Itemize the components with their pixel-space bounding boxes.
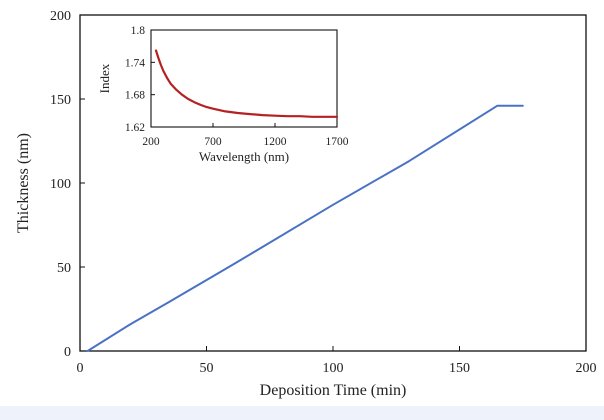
inset-x-tick-label: 200 bbox=[142, 136, 160, 148]
main-x-tick-label: 150 bbox=[449, 361, 470, 376]
main-y-tick-label: 200 bbox=[50, 9, 71, 24]
inset-x-tick-label: 700 bbox=[204, 136, 222, 148]
main-y-tick-label: 0 bbox=[64, 345, 71, 360]
main-y-axis-title: Thickness (nm) bbox=[15, 133, 32, 233]
main-x-axis-title: Deposition Time (min) bbox=[260, 382, 407, 399]
inset-x-axis-title: Wavelength (nm) bbox=[199, 149, 289, 164]
inset-y-tick-label: 1.62 bbox=[125, 122, 145, 134]
main-y-tick-label: 150 bbox=[50, 93, 71, 108]
main-y-tick-label: 50 bbox=[57, 261, 71, 276]
main-x-tick-label: 0 bbox=[77, 361, 84, 376]
inset-x-tick-label: 1200 bbox=[264, 136, 287, 148]
bottom-band bbox=[0, 406, 604, 420]
inset-plot-frame bbox=[150, 29, 338, 128]
inset-plot-background bbox=[151, 30, 337, 127]
inset-y-tick-label: 1.8 bbox=[131, 25, 146, 37]
main-y-tick-label: 100 bbox=[50, 177, 71, 192]
inset-series-line bbox=[154, 49, 339, 118]
main-series-line bbox=[86, 104, 524, 352]
inset-y-axis-title: Index bbox=[97, 63, 112, 93]
inset-y-tick-label: 1.68 bbox=[125, 90, 145, 102]
main-x-tick-label: 100 bbox=[323, 361, 344, 376]
inset-x-tick-label: 1700 bbox=[326, 136, 349, 148]
inset-y-tick-label: 1.74 bbox=[125, 57, 145, 69]
main-x-tick-label: 200 bbox=[576, 361, 597, 376]
main-x-tick-label: 50 bbox=[200, 361, 214, 376]
